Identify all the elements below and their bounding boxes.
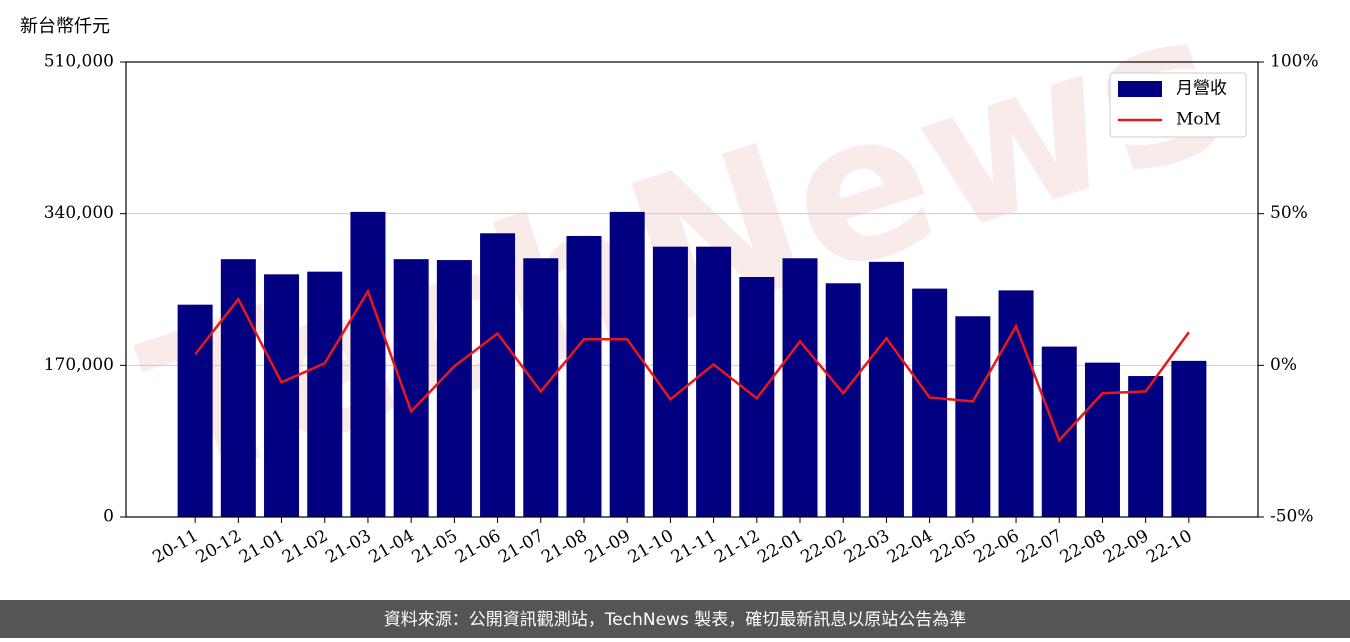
bar [220, 259, 256, 517]
x-tick-label: 21-08 [538, 526, 590, 568]
y2-tick-label: 100% [1270, 52, 1319, 72]
bar [393, 259, 429, 517]
x-tick-label: 22-09 [1100, 526, 1152, 568]
x-tick-label: 21-10 [625, 526, 677, 568]
footer-bar [0, 600, 1350, 638]
y2-tick-label: 0% [1270, 355, 1297, 375]
x-tick-label: 21-04 [365, 526, 417, 568]
x-tick-label: 22-04 [884, 526, 936, 568]
legend-label: MoM [1176, 110, 1221, 130]
x-tick-label: 21-09 [581, 526, 633, 568]
bar [1084, 362, 1120, 517]
x-tick-label: 20-11 [149, 526, 201, 568]
x-tick-label: 21-05 [409, 526, 461, 568]
x-tick-label: 21-12 [711, 526, 763, 568]
bar [825, 283, 861, 517]
y-axis-label: 新台幣仟元 [20, 16, 110, 37]
x-tick-label: 22-07 [1014, 526, 1066, 568]
bar [1171, 360, 1207, 517]
footer: 資料來源：公開資訊觀測站，TechNews 製表，確切最新訊息以原站公告為準 [384, 610, 966, 630]
bar [912, 288, 948, 517]
legend-swatch [1118, 81, 1162, 97]
y2-tick-label: 50% [1270, 203, 1308, 223]
x-tick-label: 22-01 [754, 526, 806, 568]
bar [480, 233, 516, 517]
x-tick-label: 21-02 [279, 526, 331, 568]
bar [350, 211, 386, 517]
x-tick-label: 22-06 [970, 526, 1022, 568]
x-tick-label: 21-07 [495, 526, 547, 568]
x-tick-label: 22-10 [1143, 526, 1195, 568]
x-tick-label: 21-03 [322, 526, 374, 568]
y-tick-label: 0 [103, 507, 114, 527]
line [194, 288, 1190, 443]
x-tick-label: 22-05 [927, 526, 979, 568]
x-tick-label: 20-12 [193, 526, 245, 568]
bar [523, 258, 559, 517]
x-tick-label: 21-06 [452, 526, 504, 568]
x-tick-label: 22-02 [798, 526, 850, 568]
bar [782, 258, 818, 517]
bar [955, 316, 991, 517]
bar [264, 274, 300, 517]
bar [566, 235, 602, 517]
x-tick-label: 21-11 [668, 526, 720, 568]
x-tick-label: 22-03 [841, 526, 893, 568]
bar [436, 260, 472, 517]
bar [1128, 376, 1164, 517]
x-tick-label: 21-01 [236, 526, 288, 568]
bar [307, 271, 343, 517]
legend-label: 月營收 [1176, 79, 1227, 99]
y-tick-label: 510,000 [44, 52, 114, 72]
bar [868, 261, 904, 517]
y-tick-label: 170,000 [44, 355, 114, 375]
bar [609, 211, 645, 517]
bar [177, 304, 213, 517]
x-tick-label: 22-08 [1057, 526, 1109, 568]
bar [696, 246, 732, 518]
bar [1041, 346, 1077, 517]
plot-frame [125, 61, 1259, 518]
y2-tick-label: -50% [1270, 507, 1314, 527]
y-tick-label: 340,000 [44, 203, 114, 223]
